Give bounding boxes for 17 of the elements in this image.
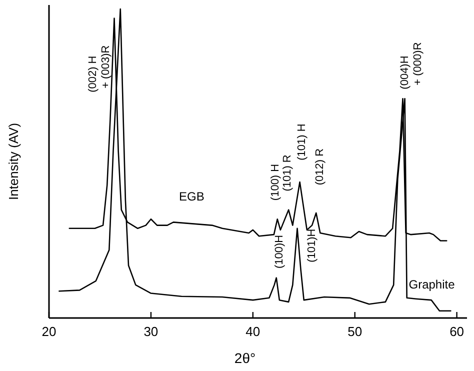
x-tick-label: 30: [144, 324, 158, 339]
x-tick-label: 20: [42, 324, 56, 339]
x-tick-label: 40: [246, 324, 260, 339]
annotation: (101) H: [296, 124, 308, 160]
series-label: Graphite: [408, 278, 456, 292]
y-axis-title: Intensity (AV): [6, 122, 21, 200]
x-tick-label: 50: [348, 324, 362, 339]
series-label: EGB: [179, 190, 204, 204]
x-axis-title: 2θ°: [234, 350, 256, 366]
annotation: (100)H: [273, 234, 286, 269]
annotation: (101)H: [306, 228, 318, 262]
annotation: (012) R: [314, 148, 326, 186]
annotation: (004)H + (000)R: [398, 42, 424, 90]
annotation: (002) H + (003)R: [86, 45, 112, 92]
annotation: (101) R: [282, 154, 294, 192]
x-tick-label: 60: [450, 324, 464, 339]
annotation: (100) H: [269, 164, 282, 201]
